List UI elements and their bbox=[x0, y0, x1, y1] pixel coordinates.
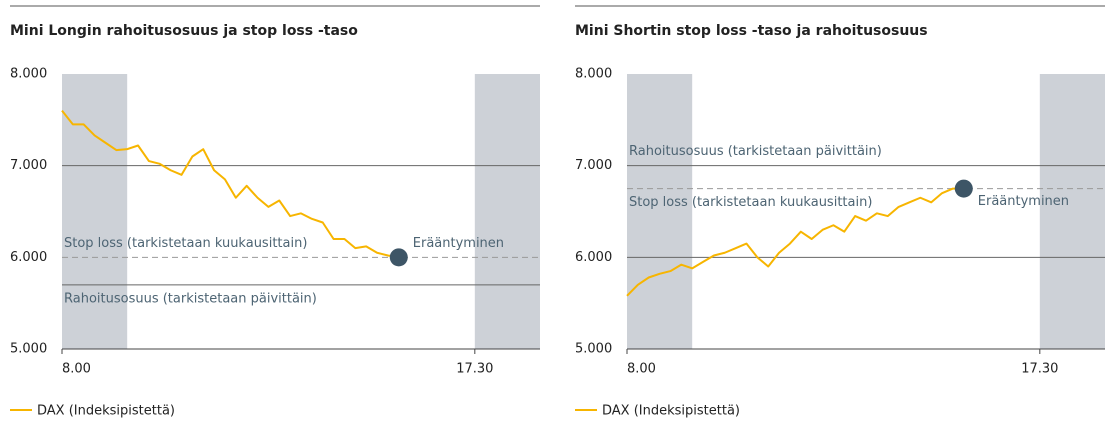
reference-label: Rahoitusosuus (tarkistetaan päivittäin) bbox=[629, 144, 882, 159]
reference-label: Stop loss (tarkistetaan kuukausittain) bbox=[629, 195, 872, 210]
shaded-band bbox=[474, 74, 540, 349]
y-tick-label: 6.000 bbox=[575, 250, 612, 265]
end-marker bbox=[389, 248, 408, 267]
y-tick-label: 7.000 bbox=[575, 158, 612, 173]
x-tick-label: 17.30 bbox=[1021, 362, 1058, 377]
reference-label: Stop loss (tarkistetaan kuukausittain) bbox=[64, 236, 307, 251]
end-marker bbox=[954, 179, 973, 198]
y-tick-label: 7.000 bbox=[10, 158, 47, 173]
shaded-band bbox=[62, 74, 128, 349]
shaded-band bbox=[1039, 74, 1105, 349]
y-tick-label: 5.000 bbox=[10, 342, 47, 357]
legend-label: DAX (Indeksipistettä) bbox=[602, 404, 740, 419]
legend-label: DAX (Indeksipistettä) bbox=[37, 404, 175, 419]
x-tick-label: 8.00 bbox=[62, 362, 91, 377]
x-tick-label: 8.00 bbox=[627, 362, 656, 377]
end-marker-label: Erääntyminen bbox=[978, 194, 1069, 209]
chart-title: Mini Shortin stop loss -taso ja rahoitus… bbox=[575, 23, 928, 39]
y-tick-label: 6.000 bbox=[10, 250, 47, 265]
y-tick-label: 8.000 bbox=[10, 67, 47, 82]
y-tick-label: 8.000 bbox=[575, 67, 612, 82]
chart-title: Mini Longin rahoitusosuus ja stop loss -… bbox=[10, 23, 358, 39]
end-marker-label: Erääntyminen bbox=[413, 236, 504, 251]
x-tick-label: 17.30 bbox=[456, 362, 493, 377]
reference-label: Rahoitusosuus (tarkistetaan päivittäin) bbox=[64, 291, 317, 306]
data-line bbox=[626, 187, 964, 297]
y-tick-label: 5.000 bbox=[575, 342, 612, 357]
data-line bbox=[61, 110, 399, 259]
shaded-band bbox=[627, 74, 693, 349]
